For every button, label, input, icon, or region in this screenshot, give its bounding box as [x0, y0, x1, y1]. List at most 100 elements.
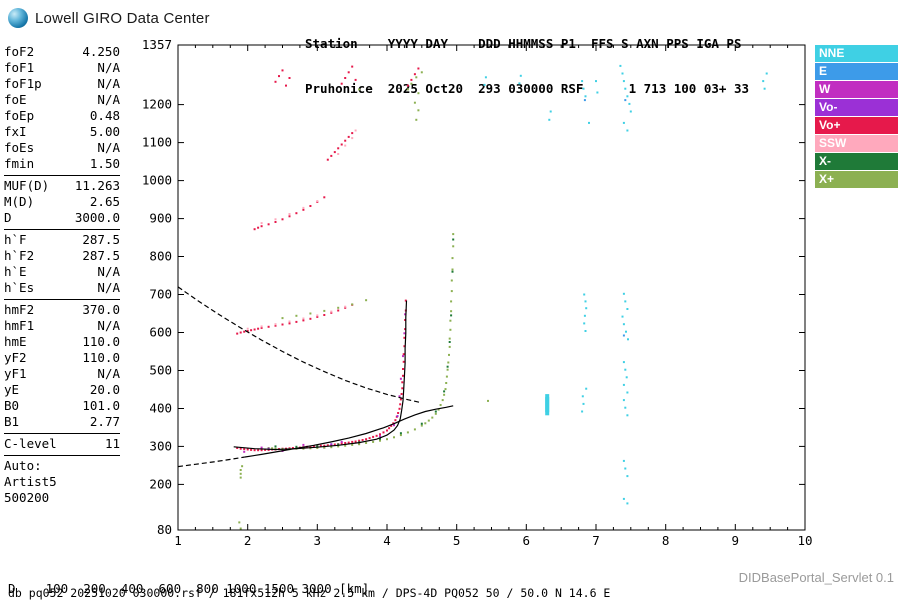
- param-label: D: [4, 210, 12, 225]
- series-second-hop-x: [281, 299, 489, 402]
- param-label: MUF(D): [4, 178, 50, 193]
- series-multi-hop-ssw: [337, 129, 357, 155]
- param-label: foF1: [4, 60, 35, 75]
- status-line: db pq052 20251020 030000.rsf / 181fx512h…: [8, 586, 611, 600]
- panel-divider: [4, 433, 120, 434]
- param-row-hes: h`Es N/A: [4, 280, 120, 296]
- legend-item-nne: NNE: [815, 45, 898, 62]
- y-tick-label: 80: [157, 522, 172, 537]
- y-tick-label: 800: [149, 249, 172, 264]
- param-row-b1: B1 2.77: [4, 414, 120, 430]
- param-value: N/A: [97, 318, 120, 333]
- series-interference-nne: [483, 64, 768, 505]
- legend-item-ssw: SSW: [815, 135, 898, 152]
- param-row-b0: B0 101.0: [4, 398, 120, 414]
- legend-item-xplus: X+: [815, 171, 898, 188]
- param-label: B1: [4, 414, 20, 429]
- giro-logo-icon: [8, 8, 28, 28]
- line-true-height-profile: [244, 405, 454, 458]
- parameter-panel: foF2 4.250 foF1 N/A foF1p N/A foE N/A foEp 0.48 fx…: [4, 44, 120, 506]
- param-value: 287.5: [82, 248, 120, 263]
- param-row-hmf2: hmF2 370.0: [4, 302, 120, 318]
- x-tick-label: 8: [662, 533, 670, 548]
- line-o-trace-fit: [233, 300, 408, 451]
- param-row-fmin: fmin 1.50: [4, 156, 120, 172]
- line-muf-transmission-curve: [177, 286, 422, 404]
- station-header: Station YYYY DAY DDD HHMMSS P1 FFS S AXN…: [305, 6, 749, 126]
- x-tick-label: 9: [732, 533, 740, 548]
- auto-line: 500200: [4, 490, 50, 505]
- param-label: hmF1: [4, 318, 35, 333]
- param-value: 11.263: [74, 178, 120, 193]
- legend-item-xminus: X-: [815, 153, 898, 170]
- station-header-values: Pruhonice 2025 Oct20 293 030000 RSF 1 71…: [305, 81, 750, 96]
- series-second-hop-o: [236, 303, 354, 335]
- y-tick-label: 500: [149, 363, 172, 378]
- param-label: yF2: [4, 350, 27, 365]
- param-value: N/A: [97, 264, 120, 279]
- series-first-hop-x-minus: [274, 238, 455, 448]
- param-row-mufd: MUF(D) 11.263: [4, 178, 120, 194]
- param-row-fof1: foF1 N/A: [4, 60, 120, 76]
- x-tick-label: 4: [383, 533, 391, 548]
- param-value: 3000.0: [74, 210, 120, 225]
- line-profile-extrapolation: [177, 456, 245, 468]
- ionogram-chart: 1 2 3 4 5 6 7 8 9 10 80 200 300 400 500 600 700 800 900 100…: [130, 36, 816, 560]
- auto-line: Artist5: [4, 474, 57, 489]
- muf-table-distances-row: D 100 200 400 600 800 1000 1500 3000 [km…: [8, 581, 370, 596]
- param-row-he: h`E N/A: [4, 264, 120, 280]
- param-label: yF1: [4, 366, 27, 381]
- legend-item-e: E: [815, 63, 898, 80]
- param-value: N/A: [97, 60, 120, 75]
- param-value: N/A: [97, 76, 120, 91]
- param-row-foep: foEp 0.48: [4, 108, 120, 124]
- panel-divider: [4, 229, 120, 230]
- legend-item-w: W: [815, 81, 898, 98]
- param-value: 370.0: [82, 302, 120, 317]
- x-tick-label: 1: [174, 533, 182, 548]
- y-tick-label: 1000: [142, 173, 172, 188]
- param-label: foEs: [4, 140, 35, 155]
- muf-table: D 100 200 400 600 800 1000 1500 3000 [km…: [8, 553, 377, 600]
- x-tick-label: 5: [453, 533, 461, 548]
- param-label: foF2: [4, 44, 35, 59]
- x-tick-label: 6: [523, 533, 531, 548]
- param-value: N/A: [97, 280, 120, 295]
- series-low-fragments-x: [238, 465, 244, 530]
- station-header-columns: Station YYYY DAY DDD HHMMSS P1 FFS S AXN…: [305, 36, 742, 51]
- series-multi-hop-o: [326, 132, 354, 161]
- series-interference-bar-nne: [545, 394, 550, 416]
- servlet-version-label: DIDBasePortal_Servlet 0.1: [738, 570, 894, 585]
- param-row-yf2: yF2 110.0: [4, 350, 120, 366]
- param-row-fxi: fxI 5.00: [4, 124, 120, 140]
- panel-divider: [4, 175, 120, 176]
- panel-divider: [4, 455, 120, 456]
- param-value: N/A: [97, 140, 120, 155]
- series-first-hop-w: [243, 313, 407, 453]
- param-value: N/A: [97, 366, 120, 381]
- series-third-hop-ssw: [260, 200, 319, 225]
- param-value: 110.0: [82, 350, 120, 365]
- y-tick-label: 600: [149, 325, 172, 340]
- param-row-fof1p: foF1p N/A: [4, 76, 120, 92]
- param-value: 1.50: [89, 156, 120, 171]
- y-tick-label: 300: [149, 438, 172, 453]
- param-label: M(D): [4, 194, 35, 209]
- x-tick-label: 7: [592, 533, 600, 548]
- param-label: foF1p: [4, 76, 42, 91]
- series-second-hop-ssw: [246, 305, 347, 330]
- param-row-hmf1: hmF1 N/A: [4, 318, 120, 334]
- y-tick-label: 1357: [142, 37, 172, 52]
- param-value: 101.0: [82, 398, 120, 413]
- param-row-foe: foE N/A: [4, 92, 120, 108]
- series-first-hop-x: [267, 233, 455, 451]
- x-tick-label: 2: [244, 533, 252, 548]
- param-label: foE: [4, 92, 27, 107]
- param-value: 287.5: [82, 232, 120, 247]
- param-row-ye: yE 20.0: [4, 382, 120, 398]
- param-label: h`Es: [4, 280, 35, 295]
- auto-label: Auto:: [4, 458, 42, 473]
- y-tick-label: 1200: [142, 97, 172, 112]
- param-value: 20.0: [89, 382, 120, 397]
- param-row-yf1: yF1 N/A: [4, 366, 120, 382]
